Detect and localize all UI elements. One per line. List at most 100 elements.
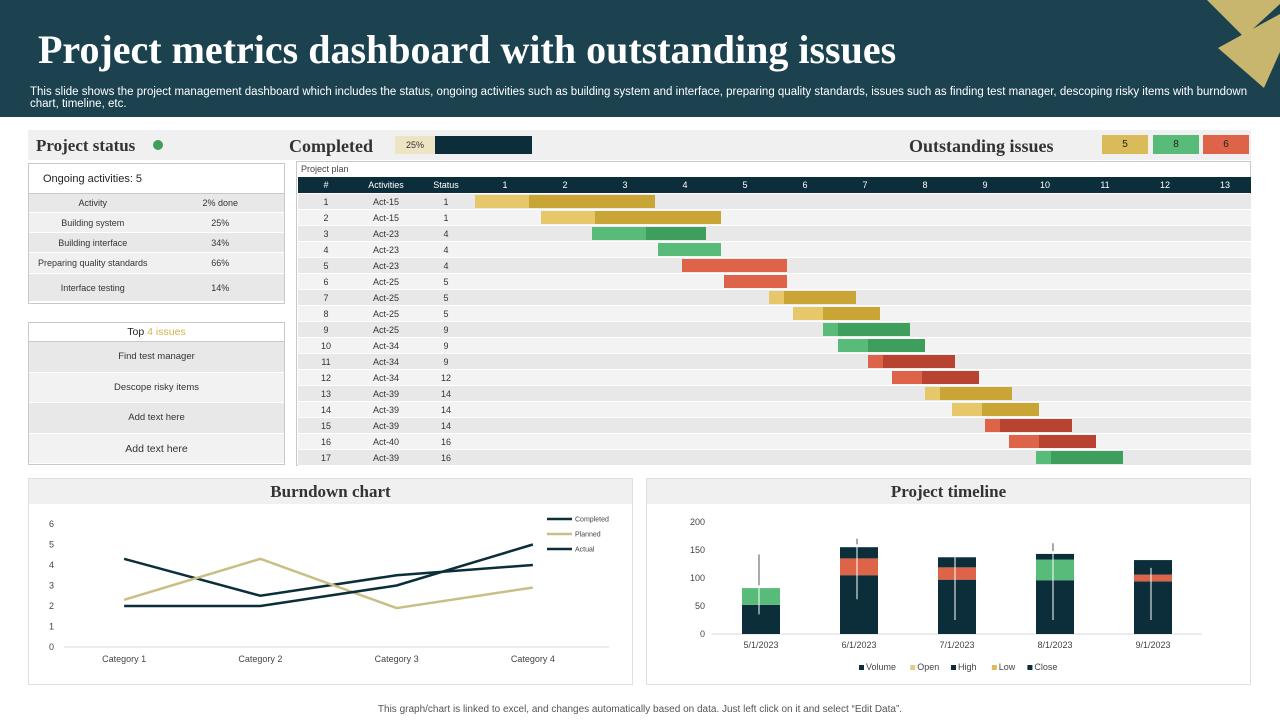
gantt-row-number: 13 [320,389,331,399]
y-tick-label: 5 [49,540,54,550]
gantt-row-number: 16 [320,437,331,447]
legend-label: High [958,662,977,672]
gantt-bar-done [541,211,595,224]
gantt-activity: Act-25 [372,325,399,335]
x-tick-label: Category 3 [375,654,419,664]
x-tick-label: 8/1/2023 [1037,640,1072,650]
gantt-row: 7 Act-25 5 [298,290,1251,306]
gantt-row: 14 Act-39 14 [298,402,1251,418]
gantt-row: 5 Act-23 4 [298,258,1251,274]
gantt-row: 8 Act-25 5 [298,306,1251,322]
activity-name: Preparing quality standards [37,258,148,268]
gantt-bar-done [823,323,838,336]
y-tick-label: 200 [690,517,705,527]
gantt-row-number: 4 [323,245,329,255]
gantt-period-label: 13 [1219,180,1230,190]
gantt-bar [595,211,721,224]
gantt-bar [982,403,1039,416]
gantt-row: 17 Act-39 16 [298,450,1251,466]
x-tick-label: 9/1/2023 [1135,640,1170,650]
legend-label: Volume [866,662,896,672]
gantt-period-label: 7 [862,180,868,190]
gantt-row-number: 5 [323,261,329,271]
gantt-period-label: 6 [802,180,808,190]
y-tick-label: 1 [49,622,54,632]
gantt-row-number: 6 [323,277,329,287]
bar-segment [840,558,878,576]
gantt-status: 5 [443,309,449,319]
gantt-row-number: 17 [320,453,331,463]
gantt-row: 9 Act-25 9 [298,322,1251,338]
gantt-activity: Act-25 [372,293,399,303]
gantt-activity: Act-23 [372,245,399,255]
bar-segment [1134,574,1172,582]
gantt-activity: Act-25 [372,277,399,287]
gantt-activity: Act-23 [372,261,399,271]
activities-table: Ongoing activities: 5 Activity 2% done B… [28,163,285,304]
gantt-row: 13 Act-39 14 [298,386,1251,402]
status-indicator [153,140,163,150]
ongoing-activities: Ongoing activities: 5 [29,164,284,194]
bar-segment [938,557,976,568]
gantt-row: 1 Act-15 1 [298,194,1251,210]
header: Project metrics dashboard with outstandi… [0,0,1280,117]
project-timeline-panel: Project timeline 0 50 100 150 200 5/1/2023 6/1… [646,478,1251,685]
gantt-status: 9 [443,325,449,335]
footer-note: This graph/chart is linked to excel, and… [377,704,903,715]
gantt-row-number: 3 [323,229,329,239]
gantt-activity: Act-40 [372,437,399,447]
top-issues-prefix: Top [127,326,148,338]
gantt-column-header: Status [433,180,459,190]
gantt-status: 12 [440,373,451,383]
gantt-bar-done [592,227,646,240]
x-tick-label: 5/1/2023 [743,640,778,650]
gantt-period-label: 12 [1159,180,1170,190]
gantt-bar [1051,451,1123,464]
gantt-bar-done [838,339,868,352]
legend-label: Completed [575,517,609,524]
activity-percent: 66% [211,258,230,268]
gantt-bar [823,307,880,320]
bar-segment [1134,560,1172,575]
legend-swatch [991,665,997,670]
bar-segment [742,588,780,605]
y-tick-label: 100 [690,573,705,583]
issue-count-badge: 8 [1153,135,1199,154]
legend-swatch [859,665,864,670]
y-tick-label: 150 [690,545,705,555]
column-header: Activity [78,198,107,208]
gantt-bar-done [475,195,529,208]
series-line-actual [124,543,534,608]
gantt-bar [940,387,1012,400]
activity-percent: 25% [211,218,230,228]
top-issues-count: 4 issues [147,326,186,338]
top-issues-header: Top 4 issues [29,323,284,342]
gantt-activity: Act-34 [372,341,399,351]
gantt-chart: Project plan # Activities Status 1 2 3 4 5 6 7 8 9 1… [296,161,1251,466]
gantt-bar-done [868,355,883,368]
gantt-activity: Act-34 [372,357,399,367]
gantt-activity: Act-25 [372,309,399,319]
gantt-status: 14 [440,405,451,415]
gantt-status: 5 [443,293,449,303]
gantt-bar-done [1036,451,1051,464]
bar-segment [840,547,878,559]
gantt-bar-done [985,419,1000,432]
x-tick-label: 6/1/2023 [841,640,876,650]
gantt-status: 9 [443,341,449,351]
gantt-status: 16 [440,453,451,463]
gantt-status: 14 [440,421,451,431]
gantt-bar [682,259,787,272]
gantt-status: 4 [443,229,449,239]
bar-segment [1036,553,1074,560]
gantt-column-header: # [323,180,329,190]
bar-segment [938,567,976,580]
table-row: Preparing quality standards 66% [29,253,284,274]
completed-label: Completed [289,136,373,156]
gantt-row-number: 10 [320,341,331,351]
series-line-completed [123,557,533,598]
activity-percent: 34% [211,238,230,248]
bar-segment [1036,559,1074,581]
legend-label: Low [999,662,1016,672]
gantt-status: 9 [443,357,449,367]
